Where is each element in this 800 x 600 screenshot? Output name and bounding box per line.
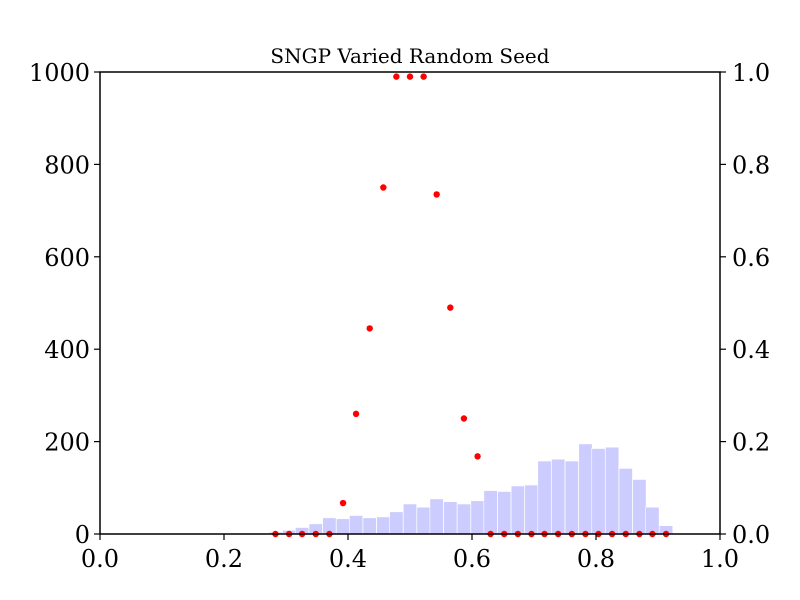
- y-tick-label-left: 800: [44, 151, 90, 179]
- histogram-bar: [551, 458, 566, 535]
- scatter-point: [474, 453, 481, 460]
- scatter-point: [352, 410, 360, 418]
- histogram-bar: [632, 479, 647, 535]
- histogram-bar: [376, 516, 391, 535]
- x-tick-label: 1.0: [701, 545, 739, 573]
- x-tick-label: 0.4: [329, 545, 367, 573]
- histogram-bar: [578, 443, 593, 535]
- histogram-bar: [456, 503, 471, 535]
- scatter-point: [380, 184, 387, 191]
- scatter-point: [460, 415, 468, 422]
- histogram-bar: [483, 490, 498, 535]
- y-tick-label-left: 1000: [29, 59, 90, 87]
- chart-title: SNGP Varied Random Seed: [270, 44, 549, 68]
- histogram-bar: [605, 446, 620, 535]
- y-tick-label-right: 1.0: [732, 59, 770, 87]
- histogram-bar: [591, 448, 606, 535]
- histogram-bar: [564, 460, 579, 535]
- scatter-point: [420, 73, 427, 80]
- histogram-layer: [268, 443, 674, 535]
- y-tick-label-left: 0: [75, 521, 90, 549]
- y-tick-label-right: 0.4: [732, 336, 770, 364]
- y-tick-label-right: 0.0: [732, 521, 770, 549]
- histogram-bar: [470, 500, 485, 535]
- y-axis-left: 0 200 400 600 800 1000: [29, 59, 100, 549]
- histogram-bar: [443, 501, 458, 535]
- histogram-bar: [389, 511, 404, 535]
- histogram-bar: [402, 503, 418, 535]
- x-tick-label: 0.8: [577, 545, 615, 573]
- histogram-bar: [349, 515, 364, 535]
- y-tick-label-left: 400: [44, 336, 90, 364]
- y-tick-label-right: 0.2: [732, 429, 770, 457]
- histogram-bar: [537, 460, 552, 535]
- histogram-bar: [510, 485, 525, 535]
- histogram-bar: [524, 484, 539, 535]
- scatter-point: [339, 499, 347, 507]
- scatter-point: [433, 191, 440, 198]
- histogram-bar: [336, 518, 351, 535]
- scatter-point: [406, 73, 414, 80]
- scatter-point: [447, 304, 454, 311]
- y-tick-label-left: 200: [44, 429, 90, 457]
- histogram-bar: [645, 506, 660, 535]
- y-tick-label-left: 600: [44, 244, 90, 272]
- histogram-bar: [618, 468, 633, 535]
- plot-frame: [99, 71, 721, 535]
- y-tick-label-right: 0.8: [732, 151, 770, 179]
- y-tick-label-right: 0.6: [732, 244, 770, 272]
- y-axis-right: 0.0 0.2 0.4 0.6 0.8 1.0: [720, 59, 770, 549]
- x-tick-label: 0.6: [453, 545, 491, 573]
- histogram-bar: [429, 498, 444, 535]
- scatter-point: [366, 325, 373, 332]
- histogram-bar: [416, 506, 431, 535]
- histogram-bar: [362, 517, 377, 535]
- x-tick-label: 0.0: [81, 545, 119, 573]
- histogram-bar: [497, 491, 512, 535]
- scatter-point: [393, 73, 400, 80]
- x-axis: 0.0 0.2 0.4 0.6 0.8 1.0: [81, 534, 739, 573]
- x-tick-label: 0.2: [205, 545, 243, 573]
